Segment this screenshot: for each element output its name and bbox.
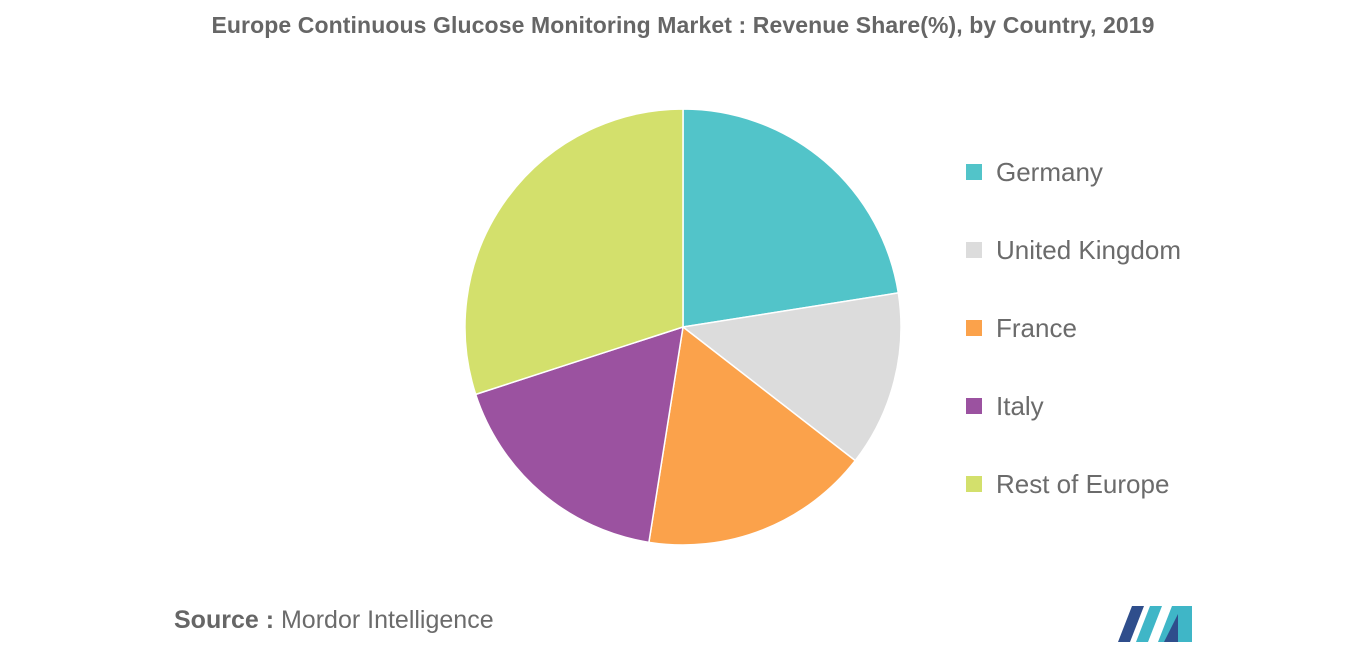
legend-item-rest-of-europe: Rest of Europe — [966, 464, 1181, 542]
mordor-intelligence-logo-icon — [1118, 606, 1192, 642]
legend-item-germany: Germany — [966, 152, 1181, 230]
legend-item-united-kingdom: United Kingdom — [966, 230, 1181, 308]
legend-label-germany: Germany — [996, 157, 1103, 187]
legend-swatch-germany — [966, 164, 982, 180]
legend-swatch-united-kingdom — [966, 242, 982, 258]
logo-middle-shape — [1136, 606, 1162, 642]
source-text: Mordor Intelligence — [280, 606, 494, 634]
legend-swatch-france — [966, 320, 982, 336]
legend-label-united-kingdom: United Kingdom — [996, 235, 1181, 265]
chart-legend: Germany United Kingdom France Italy Rest of … — [966, 152, 1181, 542]
legend-swatch-italy — [966, 398, 982, 414]
pie-slice-united-kingdom — [681, 292, 902, 462]
logo-left-shape — [1118, 606, 1144, 642]
pie-slice-italy — [474, 325, 684, 544]
pie-slice-france — [648, 325, 857, 546]
pie-slice-rest-of-europe — [464, 108, 684, 396]
chart-title: Europe Continuous Glucose Monitoring Mar… — [211, 12, 1155, 38]
logo-accent-shape — [1164, 614, 1178, 642]
pie-slice-germany — [682, 108, 900, 328]
legend-label-france: France — [996, 313, 1077, 343]
legend-label-rest-of-europe: Rest of Europe — [996, 469, 1170, 499]
legend-item-france: France — [966, 308, 1181, 386]
source-label: Source : — [174, 606, 275, 634]
source-note: Source : Mordor Intelligence — [174, 606, 494, 635]
legend-swatch-rest-of-europe — [966, 476, 982, 492]
legend-label-italy: Italy — [996, 391, 1044, 421]
legend-item-italy: Italy — [966, 386, 1181, 464]
